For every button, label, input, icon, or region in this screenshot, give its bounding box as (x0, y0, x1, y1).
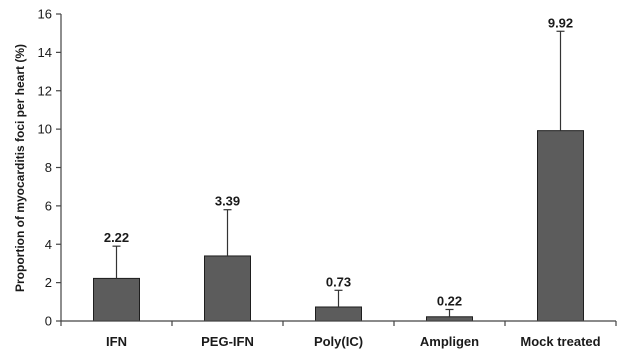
bar (537, 130, 584, 322)
y-axis-title: Proportion of myocarditis foci per heart… (13, 44, 27, 292)
y-axis: 0 2 4 6 8 10 12 14 16 (38, 7, 62, 329)
x-category-label: Mock treated (520, 334, 600, 349)
data-label: 0.73 (326, 274, 351, 289)
bar (426, 316, 473, 322)
data-label: 9.92 (548, 15, 573, 30)
data-label: 0.22 (437, 293, 462, 308)
x-category-label: IFN (106, 334, 127, 349)
bar (204, 255, 251, 322)
bar (93, 277, 140, 322)
bar-series: 2.22 3.39 0.73 0.22 9.92 (93, 15, 584, 322)
y-tick-label: 16 (38, 7, 52, 22)
y-tick-label: 4 (45, 237, 52, 252)
y-tick-label: 6 (45, 198, 52, 213)
x-category-label: PEG-IFN (201, 334, 254, 349)
data-label: 2.22 (104, 230, 129, 245)
x-axis: IFN PEG-IFN Poly(IC) Ampligen Mock treated (60, 320, 617, 349)
x-category-label: Ampligen (420, 334, 479, 349)
y-tick-label: 14 (38, 45, 52, 60)
data-label: 3.39 (215, 194, 240, 209)
y-tick-label: 12 (38, 83, 52, 98)
bar (315, 306, 362, 322)
y-tick-label: 0 (45, 314, 52, 329)
y-tick-label: 8 (45, 160, 52, 175)
y-tick-label: 10 (38, 122, 52, 137)
x-category-label: Poly(IC) (314, 334, 363, 349)
y-tick-label: 2 (45, 275, 52, 290)
